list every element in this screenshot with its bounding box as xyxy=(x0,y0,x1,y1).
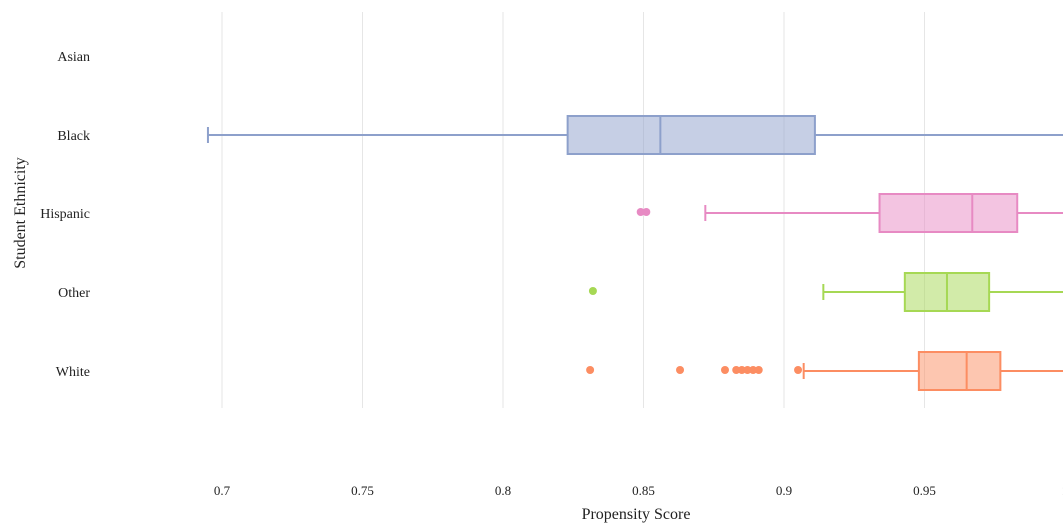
box-white xyxy=(586,351,1063,391)
iqr-box xyxy=(917,351,1002,391)
y-category-label: Black xyxy=(57,129,90,144)
y-axis-title: Student Ethnicity xyxy=(12,157,29,269)
x-tick-label: 0.9 xyxy=(776,483,792,498)
iqr-box xyxy=(566,115,816,155)
x-tick-label: 0.8 xyxy=(495,483,511,498)
x-axis-ticks: 0.7 0.75 0.8 0.85 0.9 0.95 1 xyxy=(214,483,1063,498)
outlier-point xyxy=(586,366,595,374)
outlier-point xyxy=(737,366,746,374)
x-tick-label: 0.95 xyxy=(913,483,936,498)
outlier-point xyxy=(743,366,752,374)
outlier-point xyxy=(749,366,758,374)
iqr-box xyxy=(878,193,1019,233)
y-category-label: Hispanic xyxy=(40,207,90,222)
box-series xyxy=(206,115,1063,391)
y-category-label: Other xyxy=(58,286,90,301)
box-black xyxy=(206,115,1063,155)
outlier-point xyxy=(588,287,597,295)
x-tick-label: 0.85 xyxy=(632,483,655,498)
outlier-point xyxy=(676,366,685,374)
box-hispanic xyxy=(636,193,1063,233)
outlier-point xyxy=(754,366,763,374)
outlier-point xyxy=(642,208,651,216)
x-tick-label: 0.75 xyxy=(351,483,374,498)
outlier-point xyxy=(732,366,741,374)
outlier-point xyxy=(794,366,803,374)
x-axis-title: Propensity Score xyxy=(582,506,691,523)
x-tick-label: 0.7 xyxy=(214,483,231,498)
y-category-label: Asian xyxy=(57,50,90,65)
x-tick-label: 1 xyxy=(1062,483,1063,498)
outlier-point xyxy=(636,208,645,216)
outlier-point xyxy=(720,366,729,374)
box-other xyxy=(588,272,1063,312)
y-axis-categories: Asian Black Hispanic Other White xyxy=(40,50,90,380)
y-category-label: White xyxy=(56,365,90,380)
